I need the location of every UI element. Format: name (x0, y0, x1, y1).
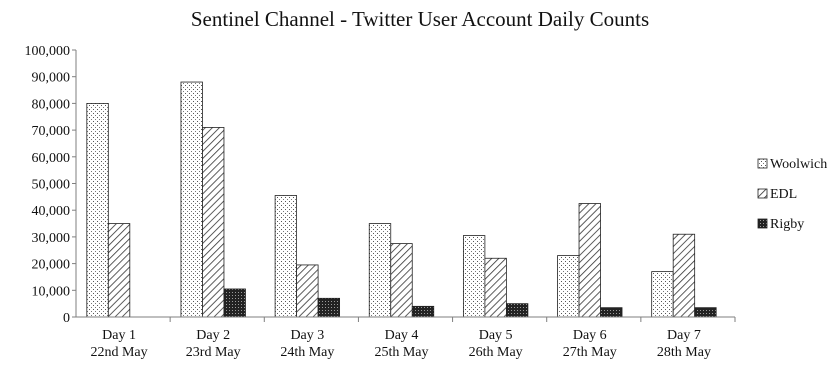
bars-group (86, 81, 717, 318)
bar-edl-day-2 (202, 127, 225, 318)
bar-rigby-day-4 (411, 305, 435, 318)
bar-rigby-day-3 (317, 297, 341, 318)
bar-woolwich-day-2 (180, 81, 203, 318)
bar-woolwich-day-1 (86, 103, 109, 318)
y-tick-label: 80,000 (32, 97, 71, 112)
x-category-label: 28th May (657, 345, 711, 360)
bar-edl-day-7 (672, 233, 696, 318)
x-category-label: Day 3 (290, 328, 324, 343)
x-category-label: Day 6 (573, 328, 607, 343)
bar-woolwich-day-5 (462, 235, 486, 318)
y-tick-label: 60,000 (32, 151, 71, 166)
y-tick-label: 20,000 (32, 258, 71, 273)
legend: Woolwich EDL Rigby (757, 157, 827, 232)
legend-label-rigby: Rigby (770, 217, 804, 232)
x-category-label: Day 2 (196, 328, 230, 343)
legend-swatch-edl (757, 188, 768, 199)
y-tick-label: 90,000 (32, 71, 71, 86)
legend-swatch-woolwich (757, 158, 768, 169)
bar-edl-day-5 (484, 257, 507, 318)
bar-edl-day-1 (107, 223, 131, 318)
legend-label-edl: EDL (770, 187, 797, 202)
y-axis: 0 10,000 20,000 30,000 40,000 50,000 60,000 70,… (25, 44, 77, 326)
bar-woolwich-day-4 (368, 223, 392, 318)
bar-woolwich-day-7 (651, 271, 674, 318)
y-tick-label: 50,000 (32, 178, 71, 193)
y-tick-label: 30,000 (32, 231, 71, 246)
x-axis: Day 1 22nd May Day 2 23rd May Day 3 24th May D… (76, 316, 736, 360)
y-tick-label: 100,000 (25, 44, 71, 59)
x-category-label: 25th May (374, 345, 428, 360)
bar-edl-day-6 (578, 203, 601, 318)
bar-woolwich-day-6 (557, 255, 580, 318)
x-category-label: 23rd May (186, 345, 241, 360)
bar-rigby-day-6 (600, 307, 623, 318)
bar-edl-day-3 (296, 264, 319, 318)
bar-rigby-day-2 (223, 288, 246, 318)
y-tick-label: 40,000 (32, 204, 71, 219)
x-category-label: 27th May (563, 345, 617, 360)
y-tick-label: 0 (63, 311, 70, 326)
x-category-label: Day 7 (667, 328, 701, 343)
bar-rigby-day-7 (694, 307, 717, 318)
chart-title: Sentinel Channel - Twitter User Account … (191, 7, 649, 31)
x-category-label: Day 5 (479, 328, 513, 343)
x-category-label: 26th May (469, 345, 523, 360)
x-category-label: 22nd May (90, 345, 147, 360)
legend-label-woolwich: Woolwich (770, 157, 827, 172)
legend-swatch-rigby (757, 218, 768, 229)
x-category-label: Day 4 (385, 328, 419, 343)
y-tick-label: 70,000 (32, 124, 71, 139)
bar-edl-day-4 (390, 243, 413, 318)
x-category-label: Day 1 (102, 328, 136, 343)
bar-woolwich-day-3 (274, 195, 298, 318)
y-tick-label: 10,000 (32, 284, 71, 299)
x-category-label: 24th May (280, 345, 334, 360)
bar-rigby-day-5 (505, 303, 529, 318)
